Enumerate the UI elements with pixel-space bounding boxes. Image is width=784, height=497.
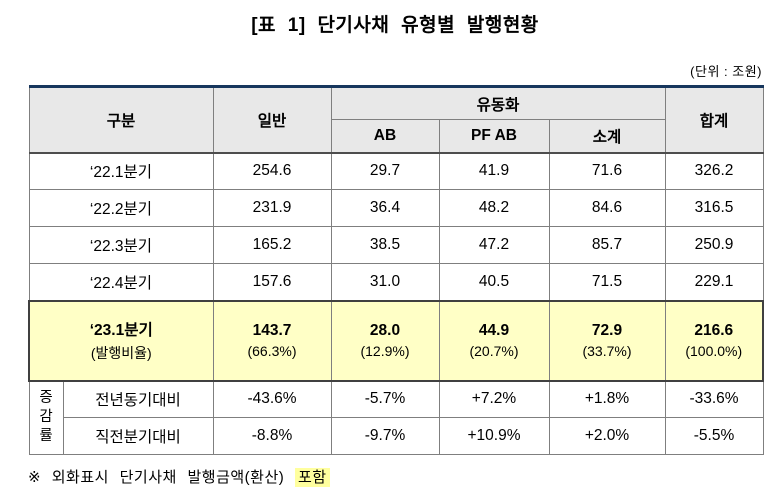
table-cell: 231.9 — [212, 189, 332, 227]
table-cell: +7.2% — [438, 380, 550, 418]
header-ab: AB — [330, 119, 440, 154]
change-rate-label: 증감률 — [39, 390, 53, 445]
cell-sub: (발행비율) — [90, 345, 152, 361]
table-cell: 216.6 (100.0%) — [664, 299, 765, 382]
table-row: ‘22.3분기 165.2 38.5 47.2 85.7 250.9 — [28, 226, 764, 264]
table-cell: +10.9% — [438, 417, 550, 455]
highlight-row: ‘23.1분기 (발행비율) 143.7 (66.3%) 28.0 (12.9%… — [28, 299, 765, 382]
table-cell: +1.8% — [548, 380, 666, 418]
row-label: ‘22.4분기 — [28, 263, 214, 301]
change-row: 직전분기대비 -8.8% -9.7% +10.9% +2.0% -5.5% — [29, 417, 764, 455]
table-cell: 157.6 — [212, 263, 332, 301]
table-row: ‘22.2분기 231.9 36.4 48.2 84.6 316.5 — [28, 189, 764, 227]
row-label: ‘22.3분기 — [28, 226, 214, 264]
header-pf-ab: PF AB — [438, 119, 550, 154]
cell-sub: (20.7%) — [469, 343, 519, 359]
header-securitized: 유동화 — [330, 85, 666, 120]
cell-main: 216.6 — [694, 322, 734, 339]
table-cell: -5.5% — [664, 417, 764, 455]
table-cell: 44.9 (20.7%) — [438, 299, 550, 382]
table-cell: -43.6% — [212, 380, 332, 418]
change-row: 증감률 전년동기대비 -43.6% -5.7% +7.2% +1.8% -33.… — [28, 380, 764, 455]
table-cell: 71.6 — [548, 152, 666, 190]
table-cell: 38.5 — [330, 226, 440, 264]
row-label: ‘22.2분기 — [28, 189, 214, 227]
table-cell: 316.5 — [664, 189, 764, 227]
header-total: 합계 — [664, 85, 764, 154]
table-cell: -9.7% — [330, 417, 440, 455]
table-cell: 41.9 — [438, 152, 550, 190]
cell-main: ‘23.1분기 — [89, 322, 153, 339]
cell-main: 44.9 — [478, 322, 510, 339]
table-cell: 143.7 (66.3%) — [212, 299, 332, 382]
table-cell: 47.2 — [438, 226, 550, 264]
header-general: 일반 — [212, 85, 332, 154]
header-row-2: AB PF AB 소계 — [29, 119, 763, 154]
table-cell: 28.0 (12.9%) — [330, 299, 440, 382]
page: [표 1] 단기사채 유형별 발행현황 (단위 : 조원) 구분 일반 유동화 … — [28, 15, 765, 487]
unit-note: (단위 : 조원) — [690, 64, 762, 79]
issuance-table: 구분 일반 유동화 합계 AB PF AB 소계 ‘22.1분기 254.6 2… — [28, 85, 765, 455]
row-label: ‘22.1분기 — [28, 152, 214, 190]
cell-main: 28.0 — [369, 322, 401, 339]
cell-sub: (33.7%) — [582, 343, 632, 359]
cell-sub: (12.9%) — [360, 343, 410, 359]
cell-sub: (66.3%) — [247, 343, 297, 359]
table-cell: 229.1 — [664, 263, 764, 301]
table-cell: 48.2 — [438, 189, 550, 227]
change-rate-label-cell: 증감률 — [28, 380, 64, 455]
row-label: ‘23.1분기 (발행비율) — [28, 299, 214, 382]
table-cell: 84.6 — [548, 189, 666, 227]
table-cell: 71.5 — [548, 263, 666, 301]
table-cell: 31.0 — [330, 263, 440, 301]
table-row: ‘22.1분기 254.6 29.7 41.9 71.6 326.2 — [28, 152, 764, 190]
table-cell: 326.2 — [664, 152, 764, 190]
table-cell: 29.7 — [330, 152, 440, 190]
table-cell: 40.5 — [438, 263, 550, 301]
table-cell: -5.7% — [330, 380, 440, 418]
table-cell: 165.2 — [212, 226, 332, 264]
header-subtotal: 소계 — [548, 119, 666, 154]
table-cell: 254.6 — [212, 152, 332, 190]
table-cell: 36.4 — [330, 189, 440, 227]
table-cell: +2.0% — [548, 417, 666, 455]
table-cell: -33.6% — [664, 380, 764, 418]
row-label: 전년동기대비 — [62, 380, 214, 418]
table-cell: 72.9 (33.7%) — [548, 299, 666, 382]
row-label: 직전분기대비 — [62, 417, 214, 455]
page-title: [표 1] 단기사채 유형별 발행현황 — [251, 15, 539, 36]
table-cell: -8.8% — [212, 417, 332, 455]
footnote-text: ※ 외화표시 단기사채 발행금액(환산) — [28, 469, 285, 486]
table-cell: 250.9 — [664, 226, 764, 264]
cell-sub: (100.0%) — [685, 343, 743, 359]
footnote-highlight: 포함 — [294, 468, 330, 487]
cell-main: 72.9 — [591, 322, 623, 339]
header-row-1: 구분 일반 유동화 합계 — [28, 85, 764, 154]
header-category: 구분 — [28, 85, 214, 154]
table-row: ‘22.4분기 157.6 31.0 40.5 71.5 229.1 — [28, 263, 764, 301]
table-cell: 85.7 — [548, 226, 666, 264]
footnote: ※ 외화표시 단기사채 발행금액(환산) 포함 — [28, 466, 762, 487]
cell-main: 143.7 — [252, 322, 292, 339]
